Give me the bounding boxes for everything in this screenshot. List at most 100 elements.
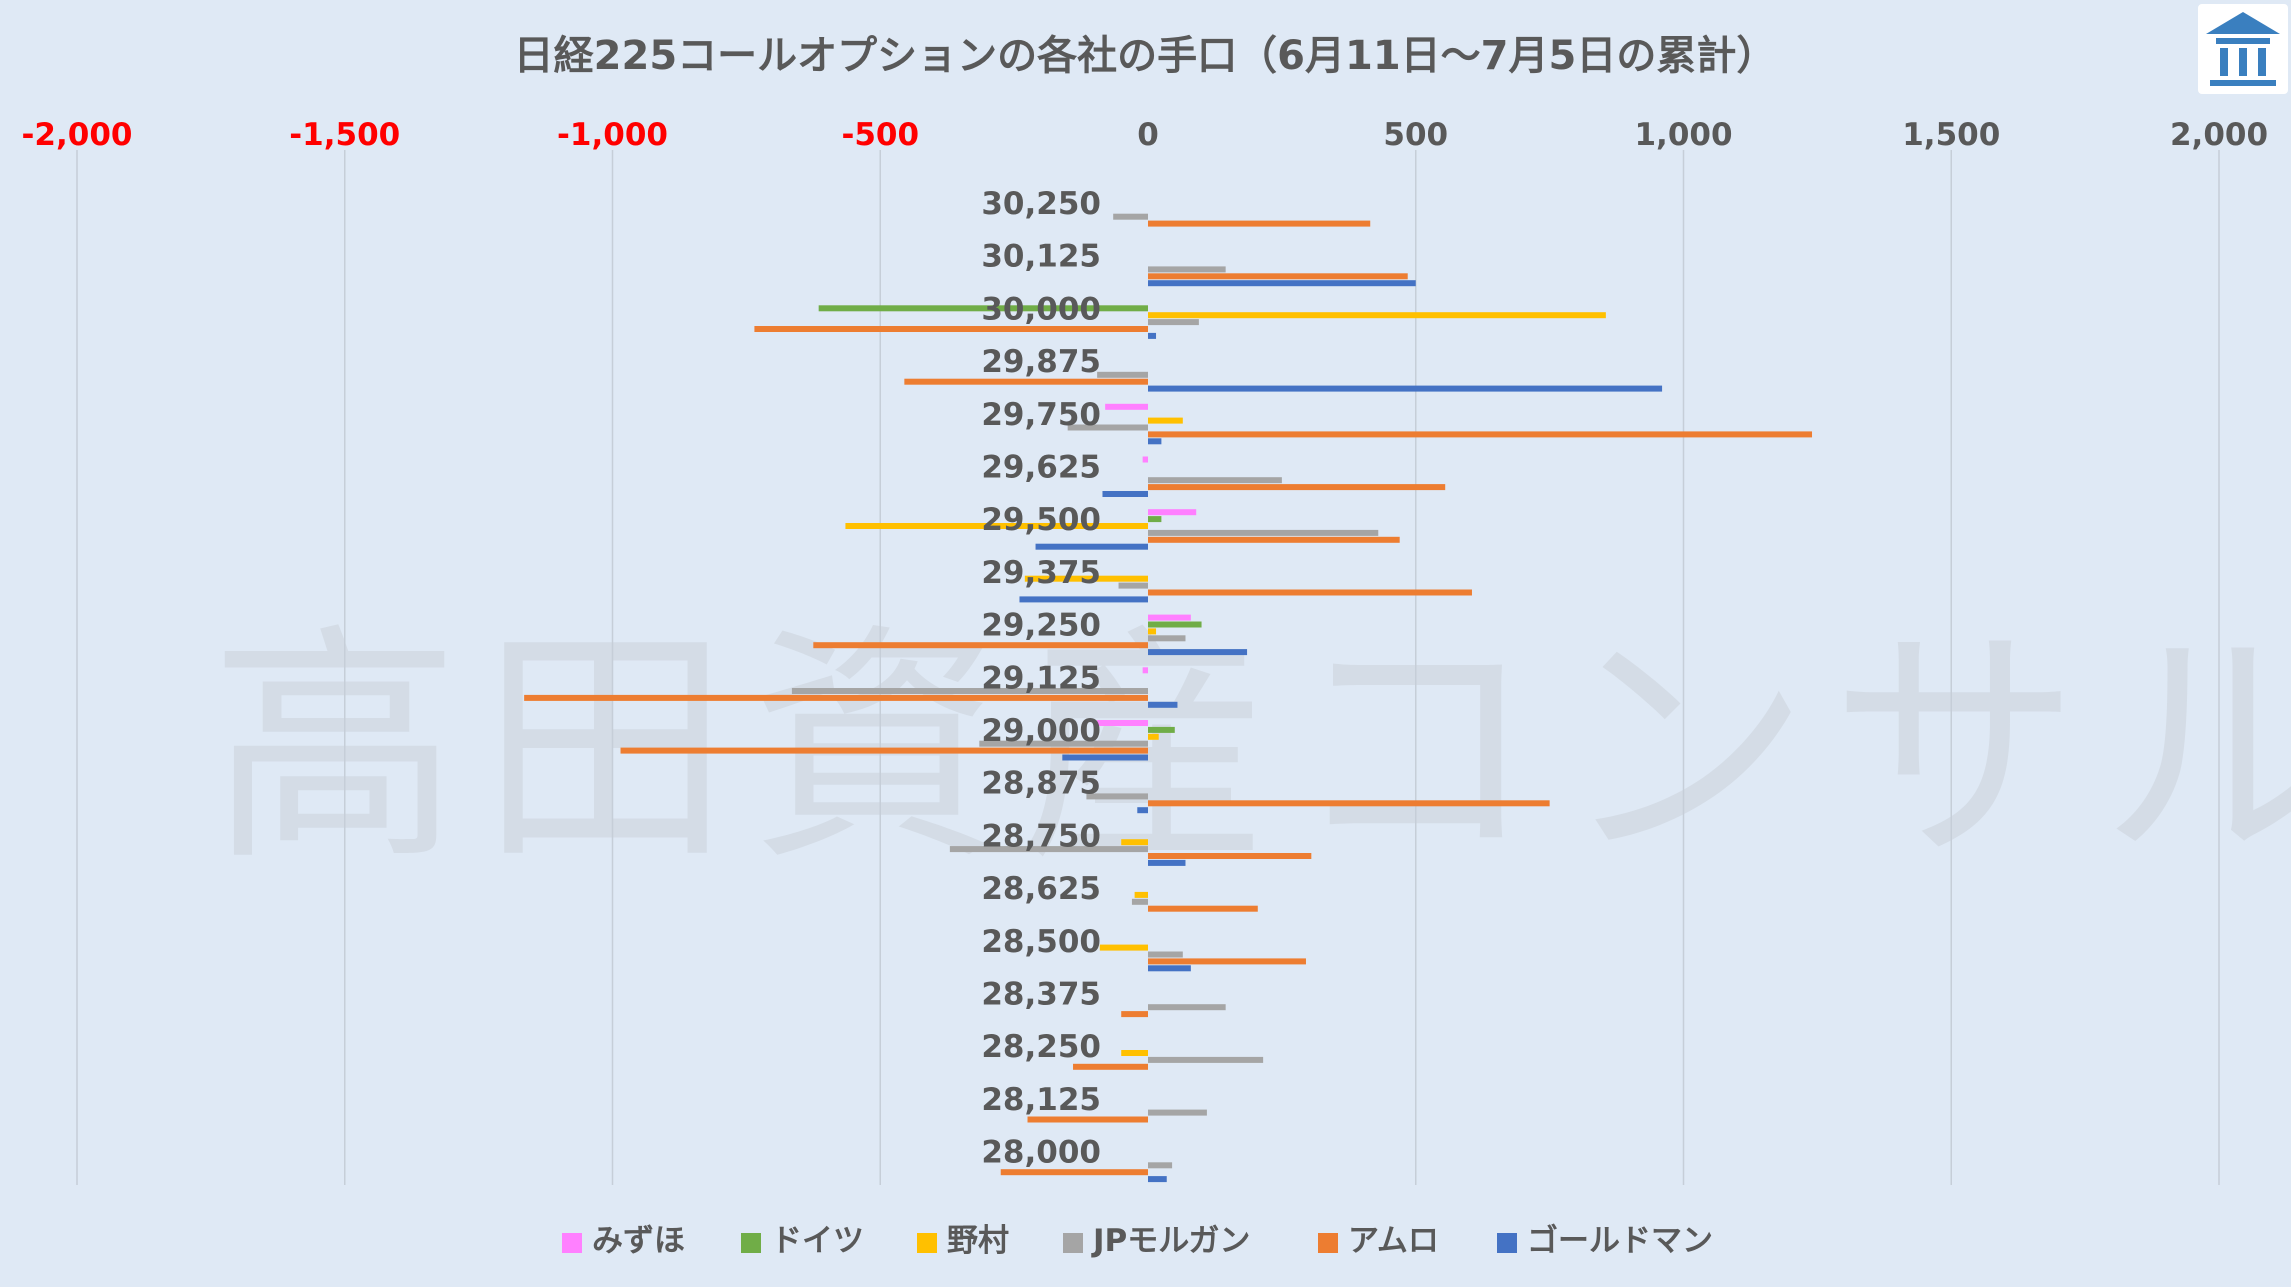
bar: [1099, 944, 1148, 951]
bar: [1148, 905, 1258, 912]
bar: [1148, 958, 1306, 965]
bar: [1148, 1109, 1207, 1116]
bar: [1148, 438, 1162, 445]
bar: [1148, 628, 1157, 635]
bar: [1137, 807, 1148, 814]
watermark-text: 高田資産コンサル: [210, 603, 2291, 894]
category-label: 30,125: [981, 239, 1101, 275]
bar: [818, 305, 1148, 312]
bar: [979, 740, 1148, 747]
bar: [1148, 1004, 1226, 1011]
bar: [791, 688, 1148, 694]
bar: [1148, 431, 1813, 438]
bar: [1148, 332, 1157, 339]
bar: [1121, 1050, 1148, 1056]
bar: [1148, 385, 1663, 392]
bar: [1148, 951, 1183, 958]
bar: [1105, 403, 1148, 410]
legend-swatch: [562, 1233, 582, 1253]
bar: [1121, 1011, 1148, 1018]
bar: [1148, 965, 1191, 972]
bar: [1148, 266, 1226, 273]
bar: [1000, 1169, 1148, 1176]
bar: [1148, 701, 1178, 708]
x-tick-label: 0: [1137, 117, 1159, 153]
category-label: 30,000: [981, 291, 1101, 327]
bar: [904, 378, 1148, 385]
brand-logo: [2198, 4, 2288, 94]
category-label: 28,875: [981, 766, 1101, 802]
x-tick-label: 500: [1383, 117, 1448, 153]
x-tick-label: 1,000: [1634, 117, 1732, 153]
bar: [1148, 1162, 1173, 1169]
bar: [1035, 543, 1148, 550]
legend-swatch: [917, 1233, 937, 1253]
bar: [1148, 280, 1416, 287]
bar: [1148, 726, 1175, 733]
bar: [524, 694, 1148, 701]
legend-swatch: [1318, 1233, 1338, 1253]
bar: [1131, 898, 1148, 905]
bar: [1027, 1116, 1148, 1123]
category-label: 29,250: [981, 608, 1101, 644]
bar: [1148, 529, 1379, 536]
legend-swatch: [741, 1233, 761, 1253]
bar: [1148, 614, 1191, 621]
bar: [1148, 859, 1186, 866]
bar: [1148, 649, 1248, 656]
legend-swatch: [1063, 1233, 1083, 1253]
bar: [1118, 582, 1148, 589]
bar: [1142, 667, 1148, 674]
bar: [1062, 754, 1148, 761]
x-tick-label: 2,000: [2170, 117, 2268, 153]
x-tick-label: 1,500: [1902, 117, 2000, 153]
bar: [1148, 589, 1472, 596]
bar: [1148, 621, 1202, 628]
bar: [1121, 839, 1148, 846]
legend-label: JPモルガン: [1091, 1223, 1250, 1259]
bar: [1113, 213, 1148, 220]
bar: [1024, 575, 1148, 582]
bar: [1148, 484, 1446, 491]
legend-label: ドイツ: [771, 1223, 864, 1259]
bar: [620, 747, 1148, 754]
x-tick-label: -1,500: [289, 117, 400, 153]
legend-label: アムロ: [1348, 1223, 1439, 1259]
category-label: 28,750: [981, 818, 1101, 854]
bar: [949, 846, 1148, 853]
category-label: 28,375: [981, 977, 1101, 1013]
x-tick-label: -2,000: [22, 117, 133, 153]
bar: [1148, 1176, 1167, 1183]
category-label: 28,625: [981, 871, 1101, 907]
bar: [1148, 477, 1282, 484]
bar: [1148, 536, 1400, 543]
bar: [1148, 1056, 1264, 1063]
bar: [1148, 220, 1371, 227]
legend-label: 野村: [947, 1223, 1009, 1259]
bar: [1142, 456, 1148, 463]
category-label: 29,125: [981, 660, 1101, 696]
bar: [1097, 720, 1148, 726]
legend-label: ゴールドマン: [1527, 1223, 1713, 1259]
bar: [754, 326, 1148, 332]
category-label: 29,500: [981, 502, 1101, 538]
bar: [1148, 635, 1186, 642]
category-label: 28,500: [981, 924, 1101, 960]
category-label: 29,000: [981, 713, 1101, 749]
category-label: 29,375: [981, 555, 1101, 591]
bar: [1148, 273, 1408, 280]
chart-title: 日経225コールオプションの各社の手口（6月11日～7月5日の累計）: [514, 33, 1777, 79]
bar: [813, 642, 1148, 649]
legend-label: みずほ: [592, 1223, 685, 1259]
bar: [1148, 853, 1312, 859]
category-label: 28,125: [981, 1082, 1101, 1118]
bar: [1067, 424, 1148, 431]
bar: [1086, 793, 1148, 800]
category-label: 29,625: [981, 450, 1101, 486]
bar: [1148, 800, 1550, 807]
bar: [1134, 891, 1148, 898]
bar: [1102, 491, 1148, 497]
category-label: 30,250: [981, 186, 1101, 222]
pillar-building-icon: [2206, 12, 2280, 86]
